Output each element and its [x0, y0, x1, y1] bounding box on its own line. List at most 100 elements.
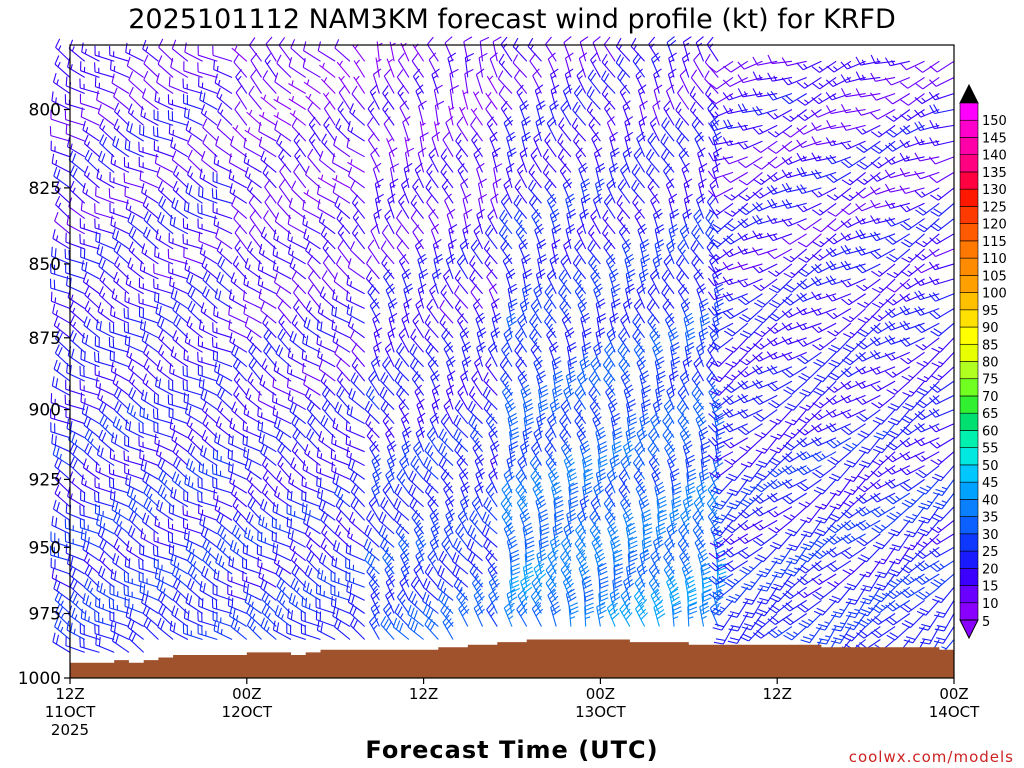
- wind-barb: [185, 120, 203, 142]
- wind-barb: [246, 109, 262, 126]
- wind-barb: [201, 257, 218, 280]
- wind-barb: [294, 147, 307, 173]
- wind-barb: [262, 314, 277, 339]
- wind-barb: [198, 596, 218, 615]
- wind-barb: [212, 322, 233, 339]
- colorbar-label: 75: [982, 373, 999, 388]
- wind-barb: [83, 316, 100, 339]
- wind-barb: [197, 611, 218, 628]
- y-tick-label: 850: [29, 255, 61, 275]
- wind-barb: [277, 328, 292, 353]
- y-tick-label: 900: [29, 401, 61, 421]
- wind-barb: [183, 392, 203, 411]
- wind-barb: [197, 62, 218, 78]
- colorbar-swatch: [959, 516, 979, 535]
- wind-barb: [217, 387, 233, 410]
- colorbar-label: 115: [982, 235, 1007, 250]
- wind-barb: [258, 122, 277, 142]
- colorbar-label: 95: [982, 304, 999, 319]
- wind-barb: [158, 195, 174, 219]
- colorbar-swatch: [959, 102, 979, 121]
- wind-barb: [232, 125, 248, 142]
- wind-barb: [108, 464, 130, 480]
- wind-barb: [94, 365, 115, 382]
- wind-barb: [197, 365, 218, 382]
- wind-barb: [229, 539, 248, 562]
- wind-barb: [142, 471, 159, 494]
- wind-barb: [52, 303, 71, 324]
- wind-barb: [273, 112, 292, 126]
- wind-barb: [82, 458, 100, 480]
- wind-barb: [271, 517, 292, 535]
- wind-barb: [243, 582, 262, 601]
- wind-barb: [168, 407, 189, 425]
- wind-barb: [168, 503, 189, 521]
- colorbar-swatch: [959, 343, 979, 362]
- wind-barb: [142, 196, 159, 220]
- wind-barb: [172, 165, 189, 189]
- wind-barb: [138, 436, 159, 453]
- wind-barb: [258, 288, 277, 309]
- colorbar-swatch: [959, 206, 979, 224]
- wind-barb: [95, 461, 115, 480]
- wind-barb: [113, 387, 130, 410]
- wind-barb: [292, 428, 307, 453]
- x-tick-label: 11OCT: [45, 703, 96, 721]
- wind-barb: [277, 195, 292, 219]
- wind-barb: [51, 434, 71, 453]
- wind-barb: [200, 302, 218, 324]
- wind-barb: [278, 313, 292, 339]
- wind-barb: [231, 45, 248, 62]
- wind-barb: [69, 165, 86, 189]
- wind-barb: [213, 60, 233, 78]
- wind-barb: [158, 470, 174, 494]
- wind-barb: [84, 429, 100, 453]
- colorbar-swatch: [959, 567, 979, 586]
- wind-barb: [172, 443, 189, 466]
- wind-barb: [212, 45, 233, 62]
- wind-barb: [185, 182, 203, 204]
- wind-barb: [158, 38, 174, 62]
- wind-barb: [109, 60, 130, 78]
- wind-barb: [168, 124, 189, 142]
- colorbar-swatch: [959, 550, 979, 569]
- wind-barb: [231, 196, 248, 220]
- wind-barb: [111, 288, 130, 309]
- wind-barb: [247, 497, 262, 521]
- wind-barb: [54, 484, 71, 508]
- colorbar-swatch: [959, 240, 979, 259]
- wind-barb: [277, 442, 292, 466]
- wind-barb: [79, 380, 100, 396]
- wind-barb: [198, 377, 218, 396]
- wind-barb: [153, 140, 174, 158]
- wind-barb: [229, 332, 248, 353]
- wind-barb: [233, 53, 248, 78]
- wind-barb: [168, 76, 189, 95]
- wind-barb: [198, 319, 218, 339]
- wind-barb: [242, 557, 262, 575]
- wind-barb: [263, 343, 277, 368]
- wind-barb: [64, 394, 85, 411]
- wind-barb: [272, 260, 292, 280]
- wind-barb: [229, 183, 248, 204]
- wind-barb: [211, 598, 233, 615]
- wind-barb: [69, 577, 86, 601]
- wind-barb: [261, 456, 277, 480]
- wind-barb: [69, 443, 86, 466]
- wind-barb: [157, 484, 174, 508]
- wind-barb: [128, 511, 145, 535]
- wind-barb: [65, 124, 85, 142]
- colorbar-swatch: [959, 119, 979, 138]
- wind-barb: [217, 256, 233, 280]
- wind-barb: [232, 497, 248, 521]
- wind-barb: [94, 218, 115, 235]
- wind-barb: [156, 579, 174, 601]
- wind-barb: [289, 257, 307, 280]
- wind-barb: [167, 394, 189, 411]
- colorbar-swatch: [959, 412, 979, 431]
- wind-barb: [232, 510, 248, 535]
- colorbar-label: 50: [982, 459, 999, 474]
- wind-barb: [235, 69, 248, 94]
- wind-barb: [54, 617, 71, 640]
- wind-barb: [197, 218, 218, 235]
